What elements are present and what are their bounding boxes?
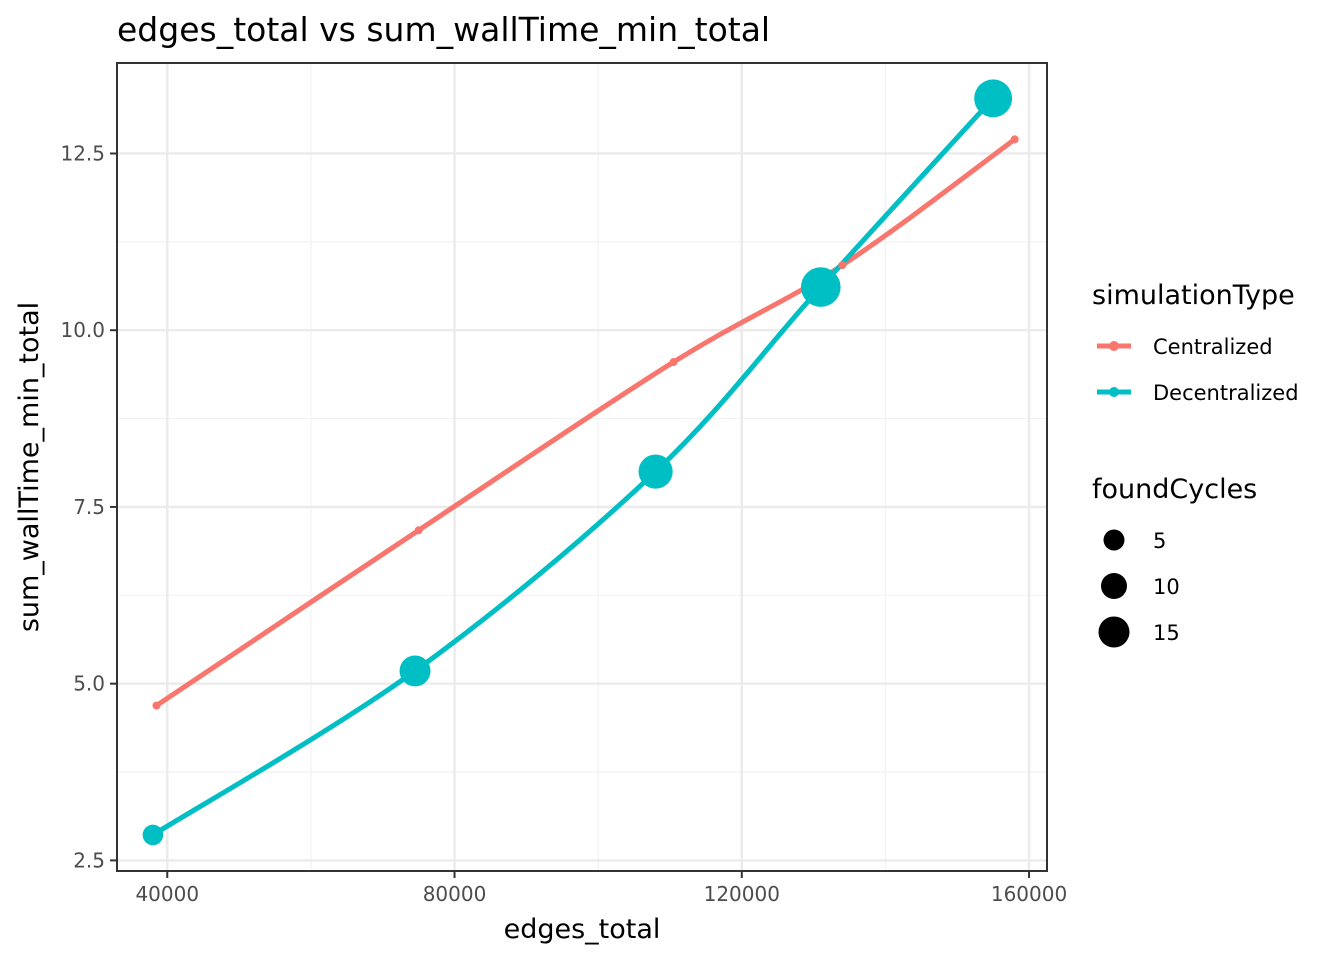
size-legend-key: [1101, 573, 1127, 599]
color-legend-keys: Centralized Decentralized: [1097, 335, 1299, 405]
series-line-centralized: [153, 136, 1018, 709]
y-axis: 2.5 5.0 7.5 10.0 12.5: [60, 141, 117, 872]
data-point-decentralized: [974, 79, 1013, 118]
data-point-decentralized: [638, 454, 673, 489]
x-tick-label: 120000: [704, 882, 780, 906]
legend-label: Decentralized: [1153, 381, 1299, 405]
data-point-centralized: [414, 526, 423, 535]
y-tick-label: 5.0: [73, 672, 105, 696]
data-point-decentralized: [800, 267, 841, 307]
size-legend-label: 15: [1153, 621, 1180, 645]
panel-background: [117, 63, 1047, 871]
size-legend-label: 10: [1153, 575, 1180, 599]
data-point-decentralized: [142, 824, 164, 846]
legend-key-point: [1109, 341, 1119, 351]
size-legend-key: [1098, 616, 1130, 648]
plot-panel: [116, 62, 1048, 872]
data-point-centralized: [152, 701, 161, 710]
series-points: [142, 79, 1019, 846]
legend-key-point: [1109, 387, 1119, 397]
major-gridlines: [117, 63, 1047, 871]
data-point-centralized: [838, 261, 847, 270]
data-point-centralized: [669, 358, 678, 367]
data-point-decentralized: [399, 655, 431, 687]
y-tick-label: 12.5: [60, 141, 105, 165]
y-tick-label: 10.0: [60, 318, 105, 342]
y-tick-label: 7.5: [73, 495, 105, 519]
legend: simulationType CentralizedDecentralized …: [1092, 280, 1299, 648]
x-tick-label: 40000: [135, 882, 199, 906]
x-axis: 40000 80000 120000 160000: [135, 871, 1067, 906]
x-axis-title: edges_total: [504, 914, 661, 945]
legend-label: Centralized: [1153, 335, 1273, 359]
x-tick-label: 80000: [423, 882, 487, 906]
y-axis-title: sum_wallTime_min_total: [14, 302, 45, 632]
y-tick-label: 2.5: [73, 848, 105, 872]
data-point-centralized: [1010, 135, 1019, 144]
chart-title: edges_total vs sum_wallTime_min_total: [117, 10, 770, 49]
panel-border: [116, 62, 1048, 872]
x-tick-label: 160000: [991, 882, 1067, 906]
size-legend-label: 5: [1153, 529, 1166, 553]
size-legend-keys: 5 10 15: [1098, 529, 1180, 648]
size-legend-title: foundCycles: [1092, 474, 1257, 505]
size-legend-key: [1103, 529, 1125, 551]
color-legend-title: simulationType: [1092, 280, 1295, 311]
